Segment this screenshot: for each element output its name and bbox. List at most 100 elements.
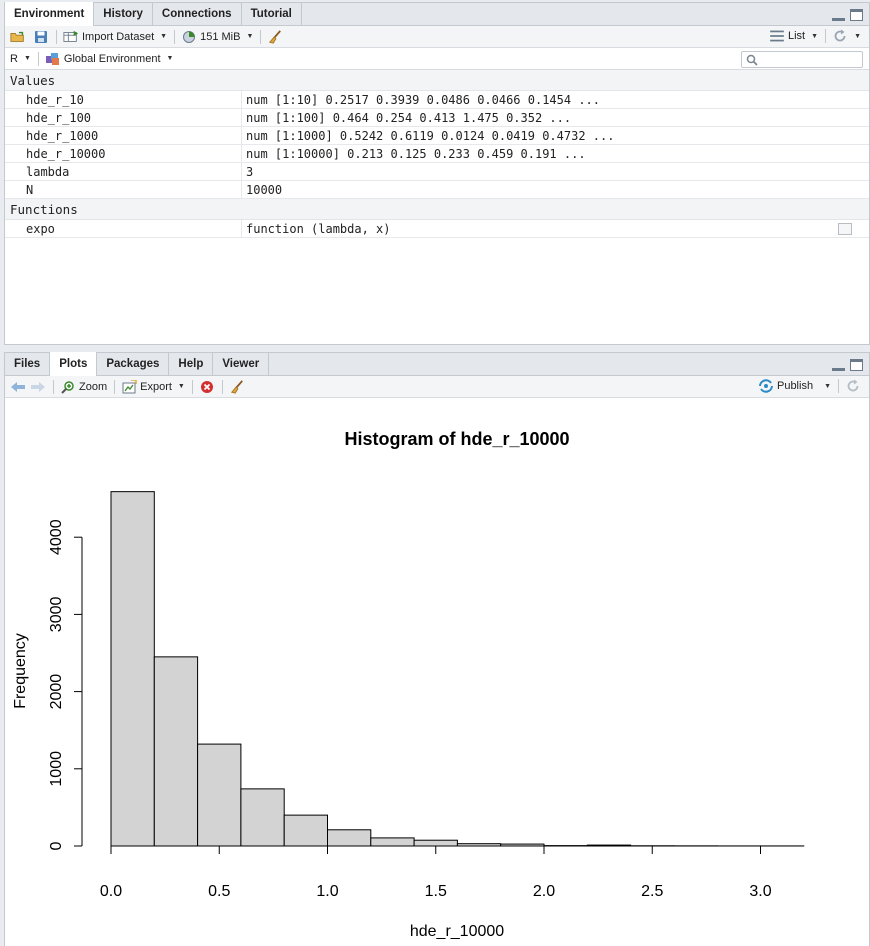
value-name: hde_r_10000 (5, 145, 242, 162)
value-row[interactable]: hde_r_10 num [1:10] 0.2517 0.3939 0.0486 … (5, 91, 869, 109)
export-label: Export (140, 380, 172, 393)
value-name: hde_r_10 (5, 91, 242, 108)
tab-help[interactable]: Help (169, 352, 214, 375)
chart-title: Histogram of hde_r_10000 (344, 429, 569, 449)
next-plot-button[interactable] (30, 380, 46, 394)
histogram-chart: Histogram of hde_r_10000 hde_r_10000 Fre… (12, 429, 805, 940)
value-row[interactable]: hde_r_1000 num [1:1000] 0.5242 0.6119 0.0… (5, 127, 869, 145)
y-tick-label: 1000 (48, 751, 65, 787)
value-row[interactable]: N 10000 (5, 181, 869, 199)
minimize-pane-icon[interactable] (832, 360, 845, 371)
minimize-pane-icon[interactable] (832, 10, 845, 21)
function-row[interactable]: expo function (lambda, x) (5, 220, 869, 238)
clear-workspace-button[interactable] (267, 29, 283, 44)
chevron-down-icon: ▼ (177, 383, 185, 390)
broom-icon (269, 29, 282, 44)
tab-tutorial[interactable]: Tutorial (242, 2, 302, 25)
publish-label: Publish (776, 380, 814, 392)
load-workspace-button[interactable] (10, 30, 26, 44)
functions-rows: expo function (lambda, x) (5, 220, 869, 238)
chevron-down-icon: ▼ (854, 32, 861, 40)
functions-section-header[interactable]: Functions (5, 199, 869, 220)
environment-selector[interactable]: Global Environment ▼ (45, 52, 173, 66)
tab-history[interactable]: History (94, 2, 153, 25)
plot-area: Histogram of hde_r_10000 hde_r_10000 Fre… (5, 398, 870, 946)
previous-plot-button[interactable] (10, 380, 26, 394)
x-tick-label: 2.0 (533, 883, 555, 900)
value-value: 10000 (246, 182, 283, 197)
chevron-down-icon: ▼ (160, 33, 168, 40)
y-tick-label: 4000 (48, 519, 65, 555)
view-function-icon[interactable] (838, 223, 852, 235)
value-row[interactable]: lambda 3 (5, 163, 869, 181)
tab-packages[interactable]: Packages (97, 352, 170, 375)
memory-usage-button[interactable]: 151 MiB ▼ (181, 30, 253, 44)
memory-pie-icon (183, 30, 196, 43)
refresh-icon (834, 29, 846, 42)
language-label: R (10, 52, 18, 65)
tab-connections[interactable]: Connections (153, 2, 242, 25)
tab-plots[interactable]: Plots (50, 352, 98, 376)
value-value: 3 (246, 164, 254, 179)
histogram-bar (153, 656, 199, 847)
toolbar-separator (838, 379, 839, 393)
value-value: num [1:10000] 0.213 0.125 0.233 0.459 0.… (246, 146, 586, 161)
chevron-down-icon: ▼ (246, 33, 254, 40)
env-tabbar: Environment History Connections Tutorial (5, 2, 869, 26)
toolbar-separator (114, 379, 116, 394)
value-value: num [1:1000] 0.5242 0.6119 0.0124 0.0419… (246, 128, 615, 143)
toolbar-separator (174, 29, 176, 44)
x-tick-label: 0.5 (208, 883, 230, 900)
remove-icon (200, 380, 213, 393)
chevron-down-icon: ▼ (824, 382, 831, 390)
function-name: expo (5, 220, 242, 237)
import-dataset-button[interactable]: Import Dataset ▼ (63, 30, 167, 44)
tab-files[interactable]: Files (5, 352, 51, 375)
publish-button[interactable]: Publish ▼ (758, 379, 831, 393)
broom-icon (230, 379, 243, 394)
value-row[interactable]: hde_r_10000 num [1:10000] 0.213 0.125 0.2… (5, 145, 869, 163)
arrow-right-icon (31, 381, 45, 392)
toolbar-separator (191, 379, 193, 394)
export-icon (122, 379, 137, 393)
remove-plot-button[interactable] (199, 380, 215, 394)
tab-viewer[interactable]: Viewer (213, 352, 270, 375)
refresh-env-button[interactable]: ▼ (832, 29, 861, 43)
env-search-input[interactable] (762, 52, 857, 67)
table-icon (63, 30, 79, 42)
env-subtoolbar: R ▼ Global Environment ▼ (5, 48, 869, 70)
refresh-icon (847, 379, 859, 392)
histogram-bars (110, 491, 805, 847)
histogram-bar (240, 788, 285, 847)
toolbar-separator (53, 379, 54, 394)
clear-plots-button[interactable] (229, 379, 245, 394)
values-section-header[interactable]: Values (5, 70, 869, 91)
refresh-plot-button[interactable] (845, 379, 861, 393)
export-button[interactable]: Export ▼ (121, 379, 185, 394)
tab-environment[interactable]: Environment (5, 2, 95, 26)
value-row[interactable]: hde_r_100 num [1:100] 0.464 0.254 0.413 1… (5, 109, 869, 127)
list-view-button[interactable]: List ▼ (769, 29, 818, 43)
language-selector[interactable]: R ▼ (10, 53, 31, 65)
env-toolbar: Import Dataset ▼ 151 MiB ▼ List ▼ ▼ (5, 26, 869, 48)
env-search-box[interactable] (741, 51, 863, 68)
value-value: num [1:10] 0.2517 0.3939 0.0486 0.0466 0… (246, 92, 601, 107)
maximize-pane-icon[interactable] (850, 9, 863, 21)
memory-usage-label: 151 MiB (200, 30, 241, 43)
zoom-label: Zoom (79, 380, 108, 393)
histogram-bar (327, 829, 372, 847)
toolbar-separator (56, 29, 57, 44)
maximize-pane-icon[interactable] (850, 359, 863, 371)
save-workspace-button[interactable] (33, 30, 49, 44)
histogram-bar (110, 491, 155, 847)
y-tick-label: 3000 (48, 597, 65, 633)
import-dataset-label: Import Dataset (82, 30, 155, 43)
environment-pane: Environment History Connections Tutorial… (4, 2, 870, 345)
arrow-left-icon (11, 381, 25, 392)
histogram-bar (413, 839, 458, 847)
value-value: num [1:100] 0.464 0.254 0.413 1.475 0.35… (246, 110, 572, 125)
zoom-icon (61, 380, 74, 394)
open-folder-icon (10, 31, 24, 42)
zoom-button[interactable]: Zoom (60, 380, 107, 394)
toolbar-separator (825, 29, 827, 43)
